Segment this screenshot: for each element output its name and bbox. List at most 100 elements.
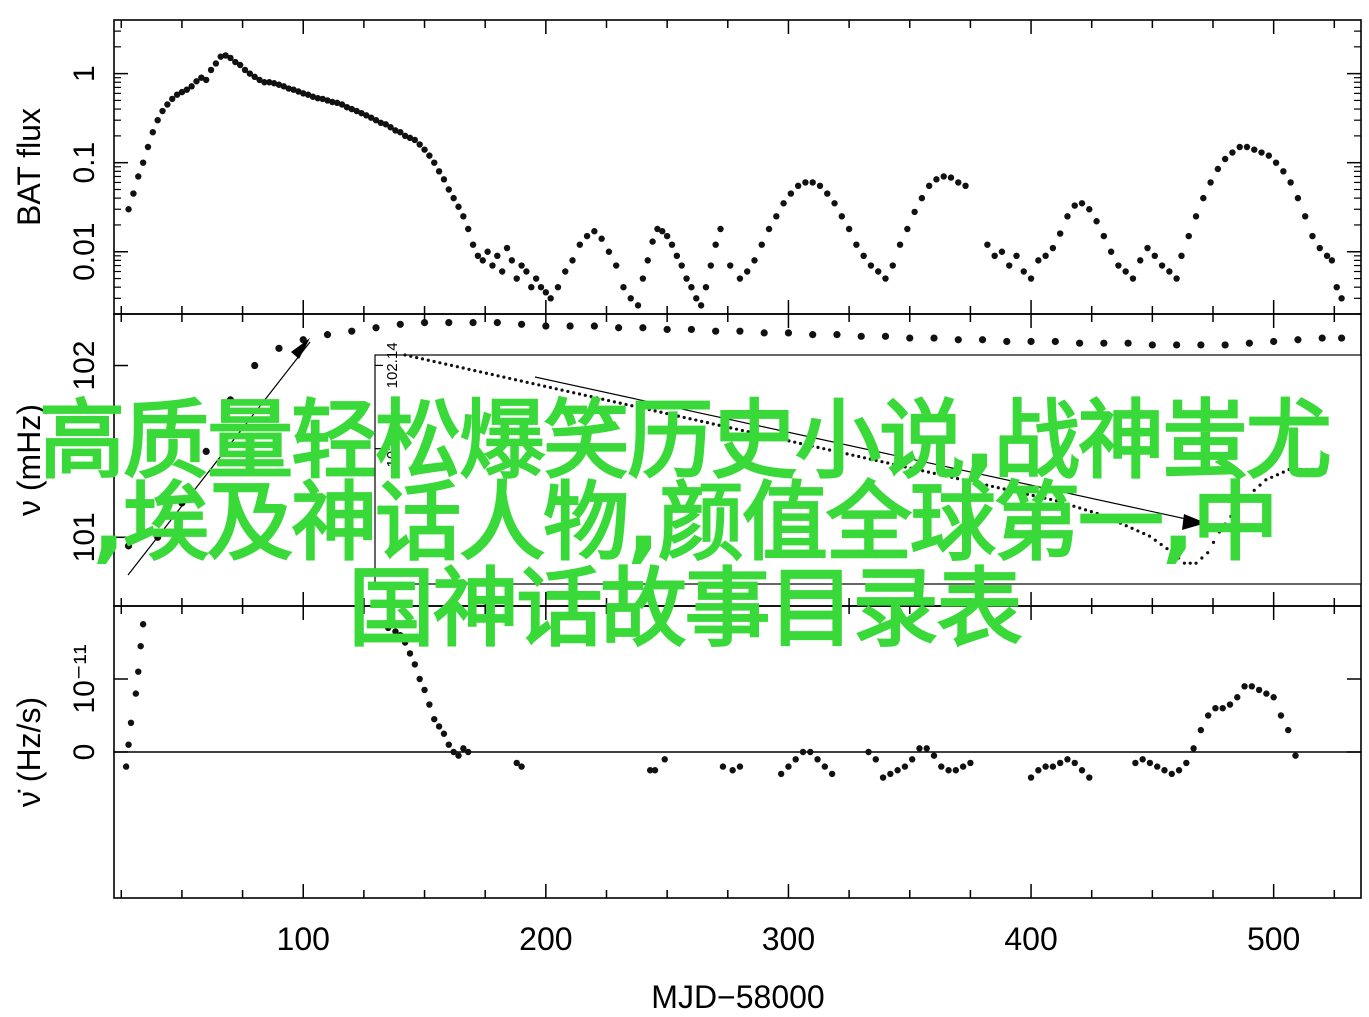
inset-data-point — [438, 361, 442, 365]
data-point — [875, 268, 882, 275]
data-point — [144, 143, 152, 151]
inset-data-point — [1258, 483, 1262, 487]
data-point — [833, 331, 841, 339]
inset-data-point — [1078, 506, 1082, 510]
inset-data-point — [903, 465, 907, 469]
data-point — [1166, 268, 1173, 275]
inset-data-point — [490, 372, 494, 377]
data-point — [1226, 701, 1234, 708]
inset-data-point — [775, 436, 779, 440]
data-point — [1158, 262, 1166, 269]
inset-data-point — [1281, 470, 1285, 474]
data-point — [857, 332, 865, 340]
data-point — [445, 318, 453, 327]
inset-data-point — [1270, 475, 1274, 479]
data-point — [1192, 213, 1200, 220]
inset-data-point — [1008, 488, 1012, 492]
data-point — [392, 127, 399, 134]
inset-data-point — [1264, 478, 1268, 482]
data-point — [894, 767, 901, 774]
inset-data-point — [531, 382, 535, 386]
data-point — [1027, 774, 1035, 781]
data-point — [668, 241, 676, 248]
data-point — [1100, 339, 1108, 347]
data-point — [984, 241, 991, 248]
data-point — [1178, 252, 1185, 260]
data-point — [304, 91, 312, 98]
inset-data-point — [589, 395, 593, 399]
data-point — [881, 332, 890, 340]
data-point — [421, 686, 428, 694]
data-point — [1277, 712, 1285, 719]
inset-data-point — [862, 456, 867, 460]
data-point — [1003, 337, 1011, 346]
data-point — [135, 668, 142, 675]
inset-arrow — [534, 376, 1201, 523]
data-point — [202, 447, 210, 456]
inset-data-point — [630, 404, 634, 408]
inset-frame — [374, 354, 1362, 585]
inset-data-point — [560, 388, 564, 392]
data-point — [729, 767, 736, 774]
data-point — [853, 241, 860, 248]
inset-data-point — [833, 449, 838, 453]
data-point — [807, 748, 814, 756]
inset-data-point — [455, 365, 459, 369]
inset-data-point — [764, 434, 768, 438]
data-point — [1337, 334, 1346, 342]
data-point — [639, 275, 647, 282]
data-point — [1175, 767, 1183, 774]
data-point — [816, 182, 824, 190]
data-point — [517, 320, 526, 328]
data-point — [1197, 726, 1205, 734]
inset-data-point — [734, 427, 739, 431]
data-point — [338, 101, 346, 108]
data-point — [1323, 252, 1331, 260]
inset-data-point — [1323, 470, 1327, 474]
data-point — [1042, 763, 1049, 770]
inset-data-point — [1246, 493, 1251, 498]
inset-data-point — [717, 423, 721, 427]
data-point — [236, 61, 244, 69]
data-point — [528, 283, 535, 291]
data-point — [183, 86, 190, 93]
data-point — [508, 257, 516, 264]
inset-data-point — [990, 484, 995, 489]
data-point — [1255, 686, 1263, 694]
data-point — [1197, 341, 1205, 349]
data-point — [1221, 155, 1229, 163]
data-point — [323, 331, 332, 339]
data-point — [435, 723, 443, 730]
data-point — [887, 770, 894, 778]
data-point — [1146, 759, 1154, 767]
data-point — [809, 331, 817, 339]
data-point — [1078, 767, 1086, 774]
data-point — [1248, 683, 1256, 690]
data-point — [314, 94, 321, 102]
data-point — [1294, 336, 1302, 344]
inset-data-point — [1200, 556, 1204, 560]
data-point — [178, 499, 186, 507]
data-point — [1200, 194, 1207, 202]
data-point — [683, 275, 690, 282]
data-point — [828, 770, 836, 778]
data-point — [1006, 262, 1013, 269]
data-point — [1328, 257, 1336, 264]
data-point — [489, 262, 496, 269]
data-point — [460, 213, 467, 220]
inset-data-point — [857, 454, 861, 459]
inset-data-point — [1101, 513, 1105, 517]
data-point — [736, 275, 744, 282]
inset-data-point — [479, 370, 483, 374]
data-point — [1035, 257, 1042, 264]
data-point — [426, 152, 433, 159]
y-tick-label: 0.1 — [68, 142, 101, 184]
data-point — [319, 95, 326, 103]
inset-data-point — [1060, 500, 1064, 505]
data-point — [1168, 770, 1175, 778]
inset-data-point — [985, 483, 989, 487]
data-point — [954, 336, 962, 344]
data-point — [1207, 179, 1214, 186]
x-tick-label: 300 — [762, 921, 815, 957]
data-point — [537, 283, 545, 291]
